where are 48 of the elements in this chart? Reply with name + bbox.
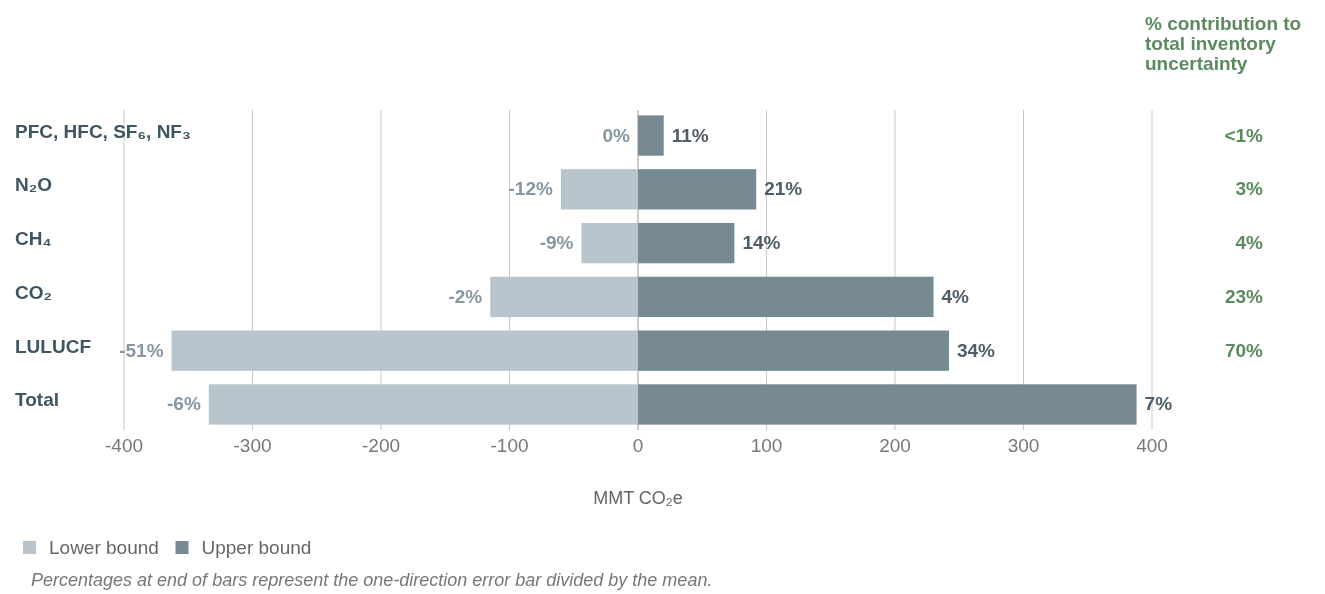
y-tick-label: LULUCF xyxy=(15,335,91,357)
x-tick-label: 100 xyxy=(750,435,783,456)
annotation: 7% xyxy=(1144,393,1173,415)
bar xyxy=(560,169,638,210)
bar xyxy=(638,115,664,156)
text: 70% xyxy=(1224,339,1264,361)
x-tick-label: 300 xyxy=(1007,435,1040,456)
y-tick-label: N₂O xyxy=(15,174,52,196)
annotation: 34% xyxy=(956,339,996,361)
x-axis-title: MMT CO₂e xyxy=(593,488,683,508)
text: Percentages at end of bars represent the one-direction error bar divided by the mean. xyxy=(31,570,713,590)
text: <1% xyxy=(1224,124,1264,146)
annotation: -6% xyxy=(167,393,201,415)
text: 23% xyxy=(1224,285,1264,307)
bar xyxy=(638,276,934,318)
annotation: 14% xyxy=(742,232,781,254)
annotation: 0% xyxy=(602,124,631,146)
y-tick-label: CH₄ xyxy=(15,228,52,250)
x-tick-label: 200 xyxy=(879,435,911,456)
bar xyxy=(638,330,949,371)
text: % contribution to total inventory uncertainty xyxy=(1145,13,1302,74)
y-tick-label: Total xyxy=(15,389,59,411)
annotation: 21% xyxy=(764,178,803,200)
bar xyxy=(638,222,735,264)
x-tick-label: -100 xyxy=(490,435,529,456)
legend-label: Lower bound xyxy=(49,537,159,558)
annotation: -51% xyxy=(119,339,164,361)
text: 3% xyxy=(1235,178,1264,200)
annotation: -9% xyxy=(539,232,574,254)
bar xyxy=(490,276,638,318)
x-tick-label: -400 xyxy=(104,435,144,456)
annotation: 4% xyxy=(941,285,970,307)
x-tick-label: -300 xyxy=(233,435,272,456)
bar xyxy=(638,169,757,210)
text: 4% xyxy=(1235,232,1264,254)
annotation: 11% xyxy=(671,124,709,146)
annotation: -12% xyxy=(508,178,553,200)
x-tick-label: -200 xyxy=(361,435,401,456)
bar xyxy=(638,384,1137,425)
bar xyxy=(171,330,638,371)
annotation: -2% xyxy=(448,285,483,307)
x-tick-label: 0 xyxy=(632,435,644,456)
legend-label: Upper bound xyxy=(201,537,312,558)
y-tick-label: PFC, HFC, SF₆, NF₃ xyxy=(15,120,191,142)
bar xyxy=(581,222,638,264)
y-tick-label: CO₂ xyxy=(15,281,52,303)
x-tick-label: 400 xyxy=(1136,435,1168,456)
bar xyxy=(208,384,638,425)
